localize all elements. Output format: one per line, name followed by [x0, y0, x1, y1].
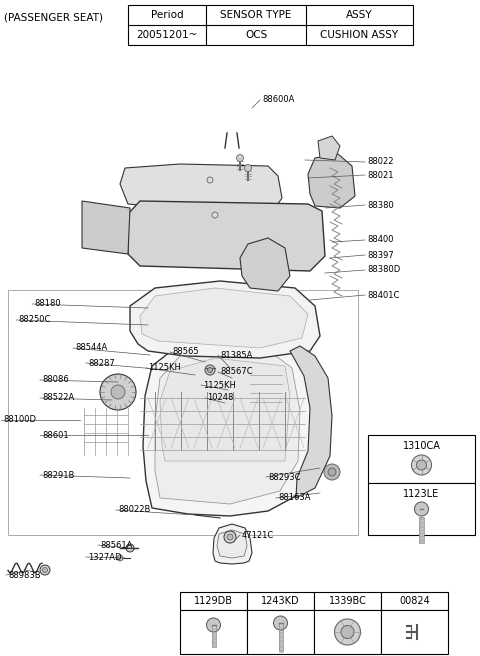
Text: 1129DB: 1129DB [194, 596, 233, 606]
Polygon shape [318, 136, 340, 160]
Text: 88983B: 88983B [8, 571, 41, 579]
Polygon shape [155, 344, 300, 504]
Circle shape [207, 177, 213, 183]
Bar [278, 623, 283, 651]
Circle shape [126, 544, 134, 552]
Circle shape [324, 464, 340, 480]
Text: 88567C: 88567C [220, 367, 252, 377]
Bar [278, 623, 283, 651]
Polygon shape [82, 201, 130, 254]
Text: Period: Period [151, 10, 183, 20]
Bar [180, 592, 247, 610]
Text: 88401C: 88401C [367, 291, 399, 300]
Text: 1125KH: 1125KH [148, 363, 181, 373]
Bar [8, 290, 358, 535]
Circle shape [227, 534, 233, 540]
Circle shape [411, 455, 432, 475]
Text: 1243KD: 1243KD [261, 596, 300, 606]
Text: 88397: 88397 [367, 251, 394, 260]
Bar [212, 625, 216, 647]
Polygon shape [217, 530, 247, 558]
Text: SENSOR TYPE: SENSOR TYPE [220, 10, 292, 20]
Polygon shape [160, 358, 290, 461]
Text: 00824: 00824 [399, 596, 430, 606]
Polygon shape [290, 346, 332, 498]
Text: 88600A: 88600A [262, 96, 294, 104]
Text: 88400: 88400 [367, 236, 394, 245]
Circle shape [100, 374, 136, 410]
Bar [247, 610, 314, 654]
Bar [212, 625, 216, 647]
Text: 88380: 88380 [367, 201, 394, 209]
Text: 47121C: 47121C [242, 531, 274, 539]
Text: 88021: 88021 [367, 171, 394, 180]
Circle shape [117, 555, 123, 561]
Text: 88163A: 88163A [278, 493, 311, 502]
Circle shape [40, 565, 50, 575]
Text: 20051201~: 20051201~ [136, 30, 198, 40]
Circle shape [206, 618, 220, 632]
Polygon shape [143, 334, 318, 516]
Text: 88022: 88022 [367, 157, 394, 167]
Circle shape [43, 567, 48, 573]
Text: 88250C: 88250C [18, 316, 50, 325]
Text: 88180: 88180 [34, 300, 60, 308]
Text: 1310CA: 1310CA [403, 441, 441, 451]
Text: 88561A: 88561A [100, 541, 132, 550]
Polygon shape [128, 201, 325, 271]
Text: 88086: 88086 [42, 375, 69, 384]
Text: 88522A: 88522A [42, 394, 74, 403]
Circle shape [415, 502, 429, 516]
Text: 88565: 88565 [172, 348, 199, 356]
Bar [180, 610, 247, 654]
Circle shape [111, 385, 125, 399]
Polygon shape [240, 238, 290, 291]
Text: 1339BC: 1339BC [329, 596, 366, 606]
Circle shape [341, 626, 354, 638]
Text: OCS: OCS [245, 30, 267, 40]
Bar [419, 517, 424, 543]
Polygon shape [308, 154, 355, 208]
Bar [419, 517, 424, 543]
Circle shape [335, 619, 360, 645]
Text: 1125KH: 1125KH [203, 380, 236, 390]
Polygon shape [140, 288, 308, 348]
Bar [314, 610, 381, 654]
Text: 88287: 88287 [88, 358, 115, 367]
Bar [368, 483, 475, 535]
Polygon shape [120, 164, 282, 211]
Text: 88601: 88601 [42, 430, 69, 440]
Bar [128, 5, 413, 45]
Bar [368, 435, 475, 483]
Text: 1327AD: 1327AD [88, 552, 121, 562]
Circle shape [205, 365, 215, 375]
Text: CUSHION ASSY: CUSHION ASSY [321, 30, 398, 40]
Bar [381, 592, 448, 610]
Circle shape [328, 468, 336, 476]
Circle shape [244, 165, 252, 171]
Text: 1123LE: 1123LE [403, 489, 440, 499]
Circle shape [224, 531, 236, 543]
Polygon shape [130, 281, 320, 358]
Circle shape [207, 367, 213, 373]
Text: 81385A: 81385A [220, 350, 252, 359]
Text: 88022B: 88022B [118, 506, 150, 514]
Bar [314, 592, 381, 610]
Text: ASSY: ASSY [346, 10, 373, 20]
Circle shape [237, 155, 243, 161]
Text: (PASSENGER SEAT): (PASSENGER SEAT) [4, 13, 103, 23]
Text: 88291B: 88291B [42, 470, 74, 480]
Polygon shape [213, 524, 252, 564]
Text: 88100D: 88100D [3, 415, 36, 424]
Circle shape [274, 616, 288, 630]
Text: 88293C: 88293C [268, 472, 300, 482]
Bar [247, 592, 314, 610]
Circle shape [417, 460, 427, 470]
Circle shape [212, 212, 218, 218]
Text: 88380D: 88380D [367, 266, 400, 274]
Bar [381, 610, 448, 654]
Text: 10248: 10248 [207, 394, 233, 403]
Text: 88544A: 88544A [75, 344, 107, 352]
